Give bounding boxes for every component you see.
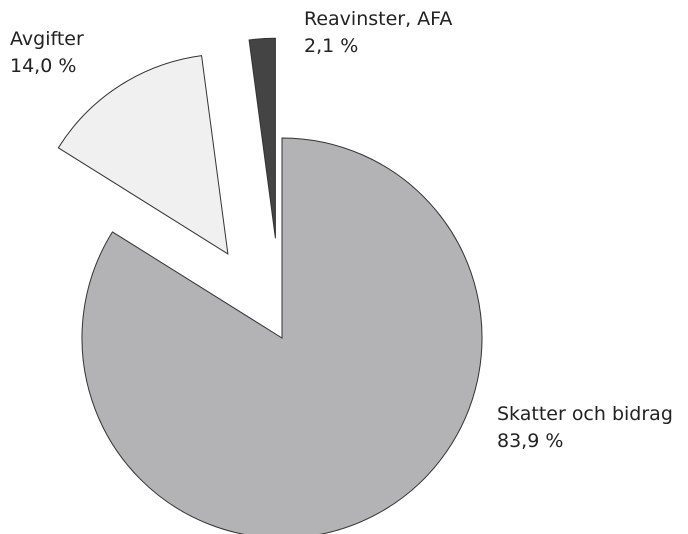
pie-slice xyxy=(248,37,276,239)
pie-slice xyxy=(81,137,483,534)
pie-slice xyxy=(57,55,229,255)
slice-value-label: 14,0 % xyxy=(10,55,76,77)
slice-label: Reavinster, AFA xyxy=(304,8,452,30)
slice-value-label: 83,9 % xyxy=(497,430,563,452)
slice-label: Skatter och bidrag xyxy=(497,403,673,425)
slice-value-label: 2,1 % xyxy=(304,35,358,57)
slice-label: Avgifter xyxy=(10,28,84,50)
